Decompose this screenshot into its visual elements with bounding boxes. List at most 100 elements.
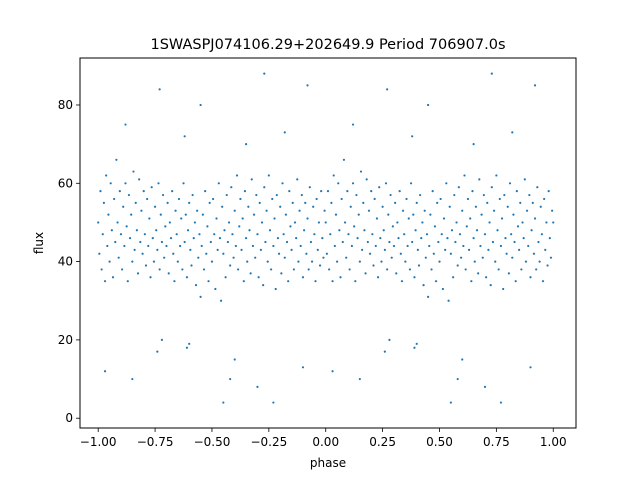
data-point	[370, 190, 373, 193]
data-point	[265, 209, 268, 212]
data-point	[331, 370, 334, 373]
data-point	[499, 401, 503, 404]
y-tick-label: 20	[58, 333, 73, 347]
data-point	[210, 260, 214, 263]
y-tick-label: 80	[58, 98, 73, 112]
y-axis-label: flux	[32, 232, 46, 254]
data-point	[184, 213, 187, 216]
x-tick-label: −0.75	[137, 435, 174, 449]
data-point	[149, 276, 152, 279]
data-point	[339, 276, 342, 279]
data-point	[386, 88, 389, 91]
data-point	[516, 225, 520, 228]
data-point	[239, 197, 242, 201]
data-point	[240, 248, 243, 251]
data-point	[386, 268, 389, 271]
data-point	[103, 370, 107, 373]
data-point	[103, 280, 107, 283]
data-point	[532, 252, 536, 255]
data-point	[238, 225, 241, 228]
data-point	[180, 217, 183, 220]
data-point	[191, 193, 194, 197]
data-point	[328, 268, 331, 271]
data-point	[260, 221, 264, 224]
data-point	[359, 170, 363, 173]
data-point	[207, 280, 210, 283]
data-point	[308, 186, 311, 189]
data-point	[454, 240, 457, 244]
data-point	[301, 276, 305, 279]
data-point	[448, 205, 451, 208]
data-point	[431, 190, 434, 193]
data-point	[176, 260, 179, 263]
data-point	[486, 201, 489, 204]
data-point	[543, 197, 546, 201]
data-point	[146, 197, 149, 201]
data-point	[404, 260, 407, 263]
data-point	[465, 225, 468, 228]
data-point	[312, 205, 315, 208]
data-point	[503, 193, 506, 197]
data-point	[161, 193, 165, 197]
data-point	[281, 182, 284, 185]
data-point	[263, 186, 266, 189]
x-tick-label: 0.25	[369, 435, 396, 449]
data-point	[183, 240, 186, 244]
data-point	[283, 131, 286, 134]
x-tick-label: 0.75	[483, 435, 510, 449]
data-point	[143, 233, 146, 236]
data-point	[537, 240, 540, 244]
data-point	[169, 237, 173, 240]
data-point	[427, 295, 430, 298]
data-point	[368, 252, 372, 255]
data-point	[291, 201, 294, 204]
data-point	[131, 260, 134, 263]
data-point	[272, 244, 275, 248]
data-point	[412, 213, 415, 216]
data-point	[301, 366, 305, 369]
data-point	[300, 193, 303, 197]
data-point	[524, 260, 528, 263]
data-point	[340, 197, 343, 201]
data-point	[194, 283, 198, 287]
data-point	[283, 256, 286, 259]
data-point	[243, 190, 247, 193]
data-point	[233, 209, 236, 212]
data-point	[141, 252, 144, 255]
data-point	[491, 240, 495, 244]
data-point	[214, 287, 217, 291]
data-point	[441, 287, 444, 291]
data-point	[420, 237, 423, 240]
data-point	[365, 178, 368, 181]
data-point	[419, 193, 422, 197]
data-point	[513, 240, 516, 244]
data-point	[540, 233, 543, 236]
data-point	[414, 229, 417, 232]
data-point	[471, 190, 474, 193]
data-point	[495, 174, 498, 177]
data-point	[174, 209, 177, 212]
data-point	[231, 233, 234, 236]
data-point	[209, 240, 212, 244]
data-point	[416, 248, 419, 251]
data-point	[489, 283, 492, 287]
data-point	[199, 295, 202, 298]
data-point	[395, 272, 398, 275]
data-point	[474, 205, 477, 208]
data-point	[303, 229, 306, 232]
chart-title: 1SWASPJ074106.29+202649.9 Period 706907.…	[150, 37, 505, 53]
data-point	[383, 248, 386, 251]
data-point	[475, 229, 479, 232]
data-point	[472, 143, 475, 146]
data-point	[273, 217, 276, 220]
data-point	[163, 256, 166, 259]
data-point	[266, 260, 269, 263]
data-point	[225, 193, 228, 197]
data-point	[500, 217, 504, 220]
data-point	[293, 221, 297, 224]
data-point	[463, 174, 466, 177]
data-point	[304, 201, 307, 204]
data-point	[507, 272, 510, 275]
data-point	[117, 256, 120, 259]
